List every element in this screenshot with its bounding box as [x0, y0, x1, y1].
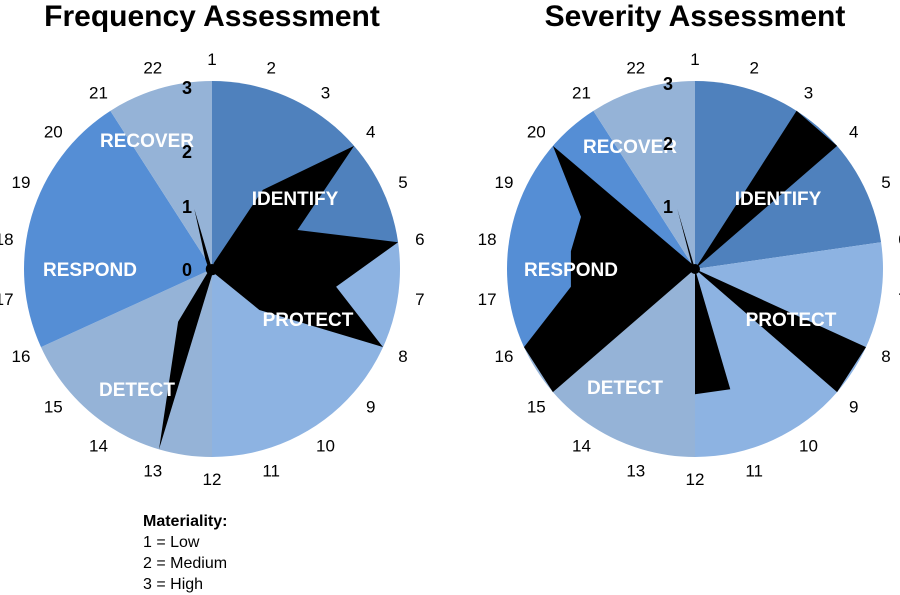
- ring-label-0: 0: [182, 260, 192, 280]
- category-label-4: 4: [366, 123, 375, 142]
- function-label-identify: IDENTIFY: [735, 189, 822, 210]
- ring-label-1: 1: [663, 197, 673, 217]
- category-label-1: 1: [690, 50, 699, 69]
- ring-label-3: 3: [663, 74, 673, 94]
- sector-recover: [593, 81, 695, 269]
- function-label-recover: RECOVER: [583, 137, 677, 158]
- ring-label-2: 2: [663, 134, 673, 154]
- category-label-19: 19: [12, 173, 31, 192]
- category-label-12: 12: [686, 470, 705, 489]
- radar-chart-1: Frequency Assessment IDENTIFY PROTECT DETEC…: [0, 0, 425, 489]
- function-label-detect: DETECT: [587, 378, 663, 399]
- category-label-11: 11: [745, 462, 763, 481]
- category-label-15: 15: [527, 398, 546, 417]
- function-label-detect: DETECT: [99, 380, 175, 401]
- ring-label-2: 2: [182, 142, 192, 162]
- category-label-16: 16: [12, 347, 31, 366]
- category-label-22: 22: [143, 59, 162, 78]
- legend-item-medium: 2 = Medium: [143, 555, 228, 572]
- data-area: [159, 145, 399, 450]
- category-label-17: 17: [478, 290, 497, 309]
- category-label-16: 16: [495, 347, 514, 366]
- function-label-protect: PROTECT: [746, 310, 837, 331]
- category-label-1: 1: [207, 50, 216, 69]
- category-label-9: 9: [849, 398, 858, 417]
- category-label-7: 7: [898, 290, 900, 309]
- category-label-18: 18: [478, 230, 497, 249]
- function-label-respond: RESPOND: [43, 260, 137, 281]
- ring-label-1: 1: [182, 197, 192, 217]
- category-label-11: 11: [262, 462, 280, 481]
- center-dot: [690, 264, 700, 274]
- materiality-legend: Materiality: 1 = Low 2 = Medium 3 = High: [143, 511, 227, 595]
- category-label-3: 3: [804, 83, 813, 102]
- center-dot: [207, 264, 217, 274]
- category-label-13: 13: [626, 462, 645, 481]
- function-label-protect: PROTECT: [263, 310, 354, 331]
- category-label-4: 4: [849, 123, 858, 142]
- category-label-8: 8: [881, 347, 890, 366]
- category-label-17: 17: [0, 290, 14, 309]
- radar-chart-2: Severity Assessment IDENTIFY PROTECT DETECT…: [478, 0, 900, 489]
- category-label-20: 20: [44, 123, 63, 142]
- category-label-6: 6: [415, 230, 424, 249]
- category-label-14: 14: [572, 437, 591, 456]
- ring-label-3: 3: [182, 78, 192, 98]
- category-label-2: 2: [266, 59, 275, 78]
- category-label-10: 10: [799, 437, 818, 456]
- function-label-respond: RESPOND: [524, 260, 618, 281]
- category-label-5: 5: [881, 173, 890, 192]
- legend-item-high: 3 = High: [143, 576, 204, 593]
- category-label-19: 19: [495, 173, 514, 192]
- category-label-20: 20: [527, 123, 546, 142]
- category-label-8: 8: [398, 347, 407, 366]
- category-label-21: 21: [572, 83, 591, 102]
- category-label-12: 12: [203, 470, 222, 489]
- chart-title: Frequency Assessment: [44, 0, 380, 33]
- category-label-2: 2: [749, 59, 758, 78]
- legend-title: Materiality:: [143, 513, 228, 530]
- category-label-15: 15: [44, 398, 63, 417]
- category-label-21: 21: [89, 83, 108, 102]
- category-label-6: 6: [898, 230, 900, 249]
- category-label-5: 5: [398, 173, 407, 192]
- sector-detect: [523, 269, 695, 457]
- data-area: [524, 110, 882, 395]
- function-label-recover: RECOVER: [100, 131, 194, 152]
- category-label-13: 13: [143, 462, 162, 481]
- category-label-22: 22: [626, 59, 645, 78]
- category-label-14: 14: [89, 437, 108, 456]
- sector-respond: [23, 110, 212, 348]
- category-label-10: 10: [316, 437, 335, 456]
- sector-recover: [110, 81, 212, 269]
- category-label-3: 3: [321, 83, 330, 102]
- function-label-identify: IDENTIFY: [252, 189, 339, 210]
- category-label-7: 7: [415, 290, 424, 309]
- legend-item-low: 1 = Low: [143, 534, 200, 551]
- category-label-9: 9: [366, 398, 375, 417]
- chart-title: Severity Assessment: [545, 0, 846, 33]
- category-label-18: 18: [0, 230, 14, 249]
